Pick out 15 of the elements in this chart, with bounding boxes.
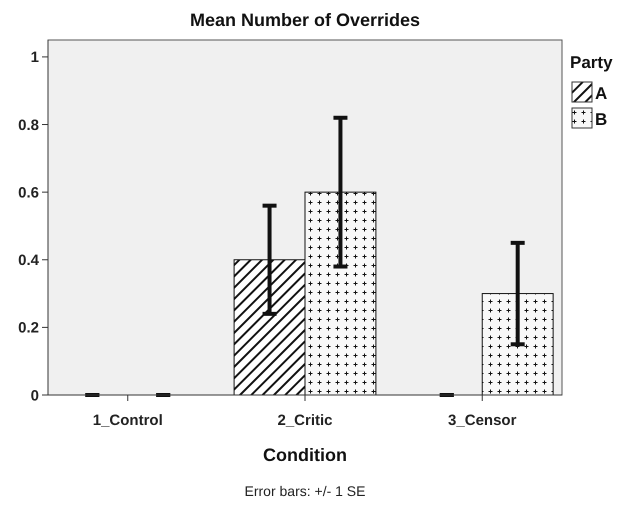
y-tick-label: 0.6 xyxy=(18,184,39,202)
y-tick-label: 0 xyxy=(30,387,39,404)
y-tick-label: 0.4 xyxy=(18,252,40,270)
legend-label: B xyxy=(595,110,608,129)
x-tick-label: 2_Critic xyxy=(277,412,333,429)
chart-title: Mean Number of Overrides xyxy=(190,10,420,30)
legend-label: A xyxy=(595,84,608,103)
y-tick-label: 1 xyxy=(30,49,39,66)
y-tick-label: 0.8 xyxy=(18,116,39,134)
x-tick-label: 1_Control xyxy=(92,412,163,429)
y-tick-label: 0.2 xyxy=(18,320,39,337)
x-axis-title: Condition xyxy=(263,445,347,465)
text: Error bars: +/- 1 SE xyxy=(244,483,366,499)
legend-title: Party xyxy=(570,53,614,72)
x-tick-label: 3_Censor xyxy=(448,412,517,429)
